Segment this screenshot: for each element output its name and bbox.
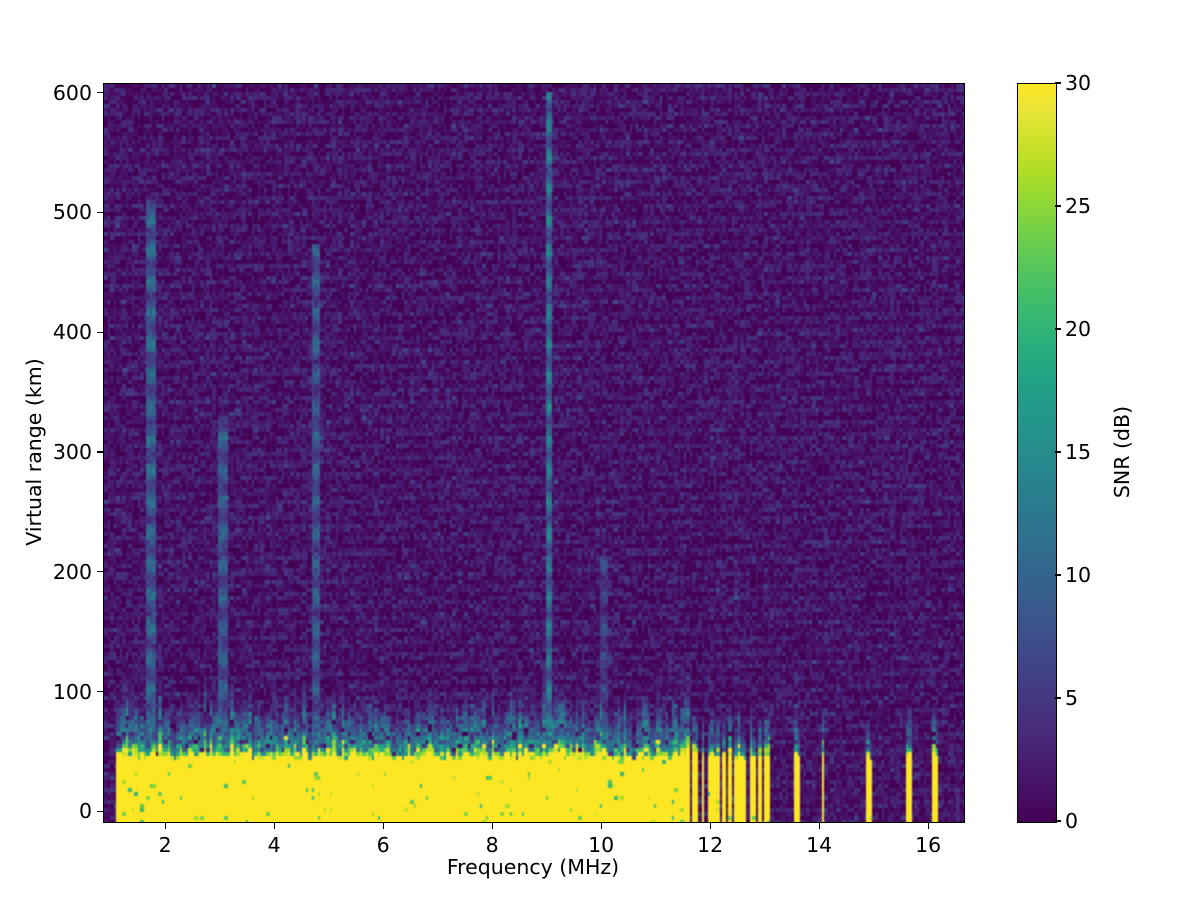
y-tick-label: 200 <box>52 559 92 584</box>
colorbar-tick-mark <box>1055 820 1061 822</box>
colorbar-tick-mark <box>1055 82 1061 84</box>
x-tick-label: 6 <box>376 833 390 857</box>
colorbar-label: SNR (dB) <box>1110 405 1134 499</box>
x-tick-mark <box>164 823 166 829</box>
y-tick-mark <box>97 211 103 213</box>
x-tick-mark <box>600 823 602 829</box>
y-tick-mark <box>97 451 103 453</box>
colorbar-tick-label: 10 <box>1065 562 1092 587</box>
colorbar-tick-mark <box>1055 697 1061 699</box>
x-tick-label: 10 <box>588 833 615 857</box>
y-tick-label: 400 <box>52 319 92 344</box>
x-tick-mark <box>382 823 384 829</box>
y-tick-label: 0 <box>78 799 92 824</box>
colorbar-tick-mark <box>1055 574 1061 576</box>
ionogram-heatmap-canvas <box>104 84 964 822</box>
x-tick-mark <box>927 823 929 829</box>
y-tick-label: 100 <box>52 679 92 704</box>
y-tick-label: 300 <box>52 439 92 464</box>
colorbar-tick-label: 0 <box>1065 808 1079 833</box>
colorbar-tick-mark <box>1055 205 1061 207</box>
x-tick-mark <box>491 823 493 829</box>
x-axis-label: Frequency (MHz) <box>446 855 620 879</box>
ionogram-plot-area[interactable] <box>103 83 965 823</box>
colorbar-tick-label: 5 <box>1065 685 1079 710</box>
colorbar-tick-label: 15 <box>1065 439 1092 464</box>
y-axis-label: Virtual range (km) <box>22 358 46 546</box>
y-tick-mark <box>97 91 103 94</box>
x-tick-label: 16 <box>915 833 942 857</box>
x-tick-mark <box>709 823 711 829</box>
colorbar-tick-mark <box>1055 451 1061 453</box>
x-tick-label: 4 <box>267 833 281 857</box>
x-tick-mark <box>818 823 820 829</box>
y-tick-mark <box>97 331 103 333</box>
y-tick-label: 500 <box>52 200 92 225</box>
colorbar-tick-label: 20 <box>1065 316 1092 341</box>
colorbar-tick-mark <box>1055 328 1061 330</box>
colorbar-tick-label: 25 <box>1065 193 1092 218</box>
y-tick-mark <box>97 691 103 693</box>
x-tick-label: 12 <box>697 833 724 857</box>
x-tick-label: 8 <box>485 833 499 857</box>
y-tick-label: 600 <box>52 80 92 105</box>
colorbar-gradient <box>1018 84 1056 822</box>
colorbar[interactable] <box>1017 83 1057 823</box>
y-tick-mark <box>97 810 103 812</box>
colorbar-tick-label: 30 <box>1065 70 1092 95</box>
y-tick-mark <box>97 571 103 573</box>
x-tick-label: 2 <box>158 833 172 857</box>
x-tick-label: 14 <box>806 833 833 857</box>
x-tick-mark <box>273 823 275 829</box>
